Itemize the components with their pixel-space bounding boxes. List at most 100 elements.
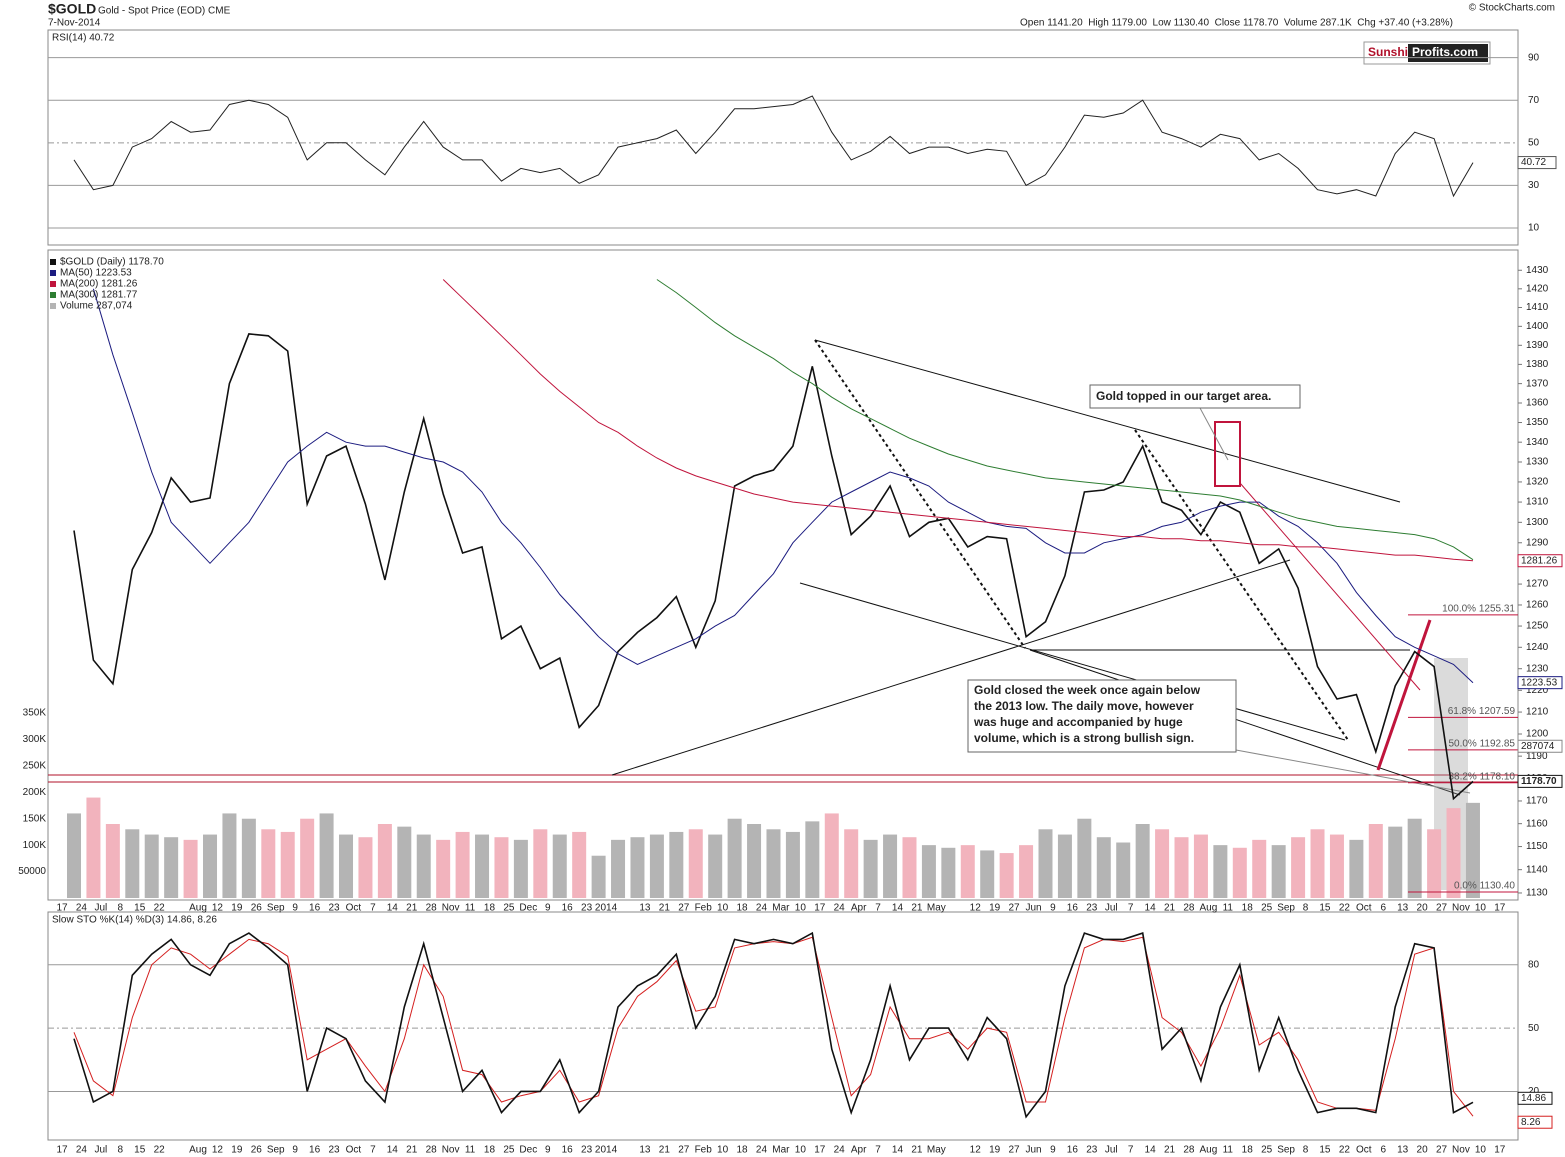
legend-swatch bbox=[50, 259, 56, 265]
y-tick-label: 1240 bbox=[1526, 642, 1549, 653]
x-tick-label: 2014 bbox=[595, 1145, 618, 1156]
x-tick-label: Oct bbox=[346, 903, 362, 914]
trend-line bbox=[814, 339, 1401, 503]
x-tick-label: 17 bbox=[814, 903, 826, 914]
x-tick-label: 14 bbox=[1145, 903, 1157, 914]
volume-bar bbox=[844, 829, 859, 898]
tag-box bbox=[1517, 774, 1563, 788]
x-tick-label: 12 bbox=[212, 903, 224, 914]
x-tick-label: 16 bbox=[562, 1145, 574, 1156]
volume-bar bbox=[494, 837, 509, 898]
x-tick-label: 9 bbox=[545, 903, 551, 914]
volume-bar bbox=[105, 824, 120, 898]
x-tick-label: 9 bbox=[292, 1145, 298, 1156]
x-tick-label: Jul bbox=[94, 903, 107, 914]
x-tick-label: 7 bbox=[875, 1145, 881, 1156]
y-tick-label: 20 bbox=[1528, 1086, 1540, 1097]
x-tick-label: 12 bbox=[970, 1145, 982, 1156]
x-tick-label: 27 bbox=[678, 1145, 690, 1156]
tag: 8.26 bbox=[1521, 1117, 1541, 1128]
x-tick-label: 23 bbox=[1086, 1145, 1098, 1156]
volume-bar bbox=[1193, 834, 1208, 898]
x-tick-label: 10 bbox=[795, 903, 807, 914]
x-tick-label: 6 bbox=[1380, 903, 1386, 914]
tag: 14.86 bbox=[1521, 1093, 1546, 1104]
x-tick-label: 19 bbox=[231, 903, 243, 914]
volume-bar bbox=[416, 834, 431, 898]
tag-box bbox=[1517, 739, 1563, 753]
x-tick-label: 11 bbox=[465, 903, 476, 914]
x-tick-label: 24 bbox=[834, 903, 846, 914]
volume-bar bbox=[1057, 834, 1072, 898]
y-tick-label: 1350 bbox=[1526, 417, 1549, 428]
trend-line bbox=[799, 582, 1346, 741]
price-line bbox=[73, 333, 1474, 801]
x-tick-label: Apr bbox=[851, 903, 867, 914]
x-tick-label: 9 bbox=[1050, 903, 1056, 914]
volume-bar bbox=[611, 839, 626, 898]
x-tick-label: 24 bbox=[756, 903, 768, 914]
x-tick-label: 24 bbox=[76, 1145, 88, 1156]
x-tick-label: Sep bbox=[267, 903, 285, 914]
y-tick-label: 1230 bbox=[1526, 663, 1549, 674]
volume-bar bbox=[144, 834, 159, 898]
volume-tick-label: 300K bbox=[23, 734, 47, 745]
volume-bar bbox=[1388, 826, 1403, 898]
x-tick-label: 10 bbox=[1475, 1145, 1487, 1156]
x-tick-label: 27 bbox=[678, 903, 690, 914]
x-tick-label: 21 bbox=[1164, 1145, 1176, 1156]
pointer bbox=[1199, 407, 1229, 461]
x-tick-label: 21 bbox=[406, 1145, 418, 1156]
x-tick-label: 9 bbox=[1050, 1145, 1056, 1156]
y-tick-label: 1320 bbox=[1526, 477, 1549, 488]
x-tick-label: 23 bbox=[1086, 903, 1098, 914]
x-tick-label: 21 bbox=[911, 903, 923, 914]
x-tick-label: 27 bbox=[1009, 1145, 1021, 1156]
x-tick-label: 20 bbox=[1417, 903, 1429, 914]
x-tick-label: 19 bbox=[989, 1145, 1001, 1156]
x-tick-label: 18 bbox=[736, 903, 748, 914]
x-tick-label: Dec bbox=[519, 903, 537, 914]
tag: 1178.70 bbox=[1521, 776, 1557, 787]
volume-tick-label: 50000 bbox=[18, 866, 46, 877]
chart-subtitle: Gold - Spot Price (EOD) CME bbox=[98, 6, 231, 17]
x-tick-label: 27 bbox=[1009, 903, 1021, 914]
volume-bar bbox=[533, 829, 548, 898]
x-tick-label: 16 bbox=[309, 903, 321, 914]
x-tick-label: 7 bbox=[1128, 1145, 1134, 1156]
y-tick-label: 1160 bbox=[1526, 818, 1548, 829]
x-tick-label: 28 bbox=[426, 903, 438, 914]
x-tick-label: 25 bbox=[1261, 1145, 1273, 1156]
x-tick-label: 15 bbox=[1319, 1145, 1331, 1156]
volume-bar bbox=[1465, 802, 1480, 898]
y-tick-label: 1340 bbox=[1526, 437, 1549, 448]
y-tick-label: 1170 bbox=[1526, 796, 1548, 807]
volume-bar bbox=[1271, 845, 1286, 898]
x-tick-label: Dec bbox=[519, 1145, 537, 1156]
volume-bar bbox=[261, 829, 276, 898]
y-tick-label: 80 bbox=[1528, 959, 1540, 970]
x-tick-label: Nov bbox=[1452, 1145, 1470, 1156]
tag-box bbox=[1517, 676, 1563, 690]
volume-bar bbox=[436, 839, 451, 898]
legend-label: MA(300) 1281.77 bbox=[60, 290, 138, 301]
x-tick-label: 19 bbox=[989, 903, 1001, 914]
x-tick-label: 27 bbox=[1436, 903, 1448, 914]
y-tick-label: 1390 bbox=[1526, 340, 1549, 351]
x-tick-label: 22 bbox=[154, 1145, 166, 1156]
volume-bar bbox=[630, 837, 645, 898]
x-tick-label: 25 bbox=[503, 1145, 515, 1156]
x-tick-label: 13 bbox=[1397, 1145, 1409, 1156]
x-tick-label: 7 bbox=[370, 1145, 376, 1156]
x-tick-label: 14 bbox=[387, 903, 399, 914]
x-tick-label: 13 bbox=[639, 903, 651, 914]
volume-bar bbox=[941, 847, 956, 898]
x-tick-label: 6 bbox=[1380, 1145, 1386, 1156]
y-tick-label: 1400 bbox=[1526, 321, 1549, 332]
x-tick-label: 18 bbox=[1242, 1145, 1254, 1156]
volume-bar bbox=[999, 853, 1014, 898]
volume-bar bbox=[727, 818, 742, 898]
x-tick-label: 7 bbox=[1128, 903, 1134, 914]
x-tick-label: 21 bbox=[406, 903, 418, 914]
x-tick-label: 15 bbox=[134, 903, 146, 914]
